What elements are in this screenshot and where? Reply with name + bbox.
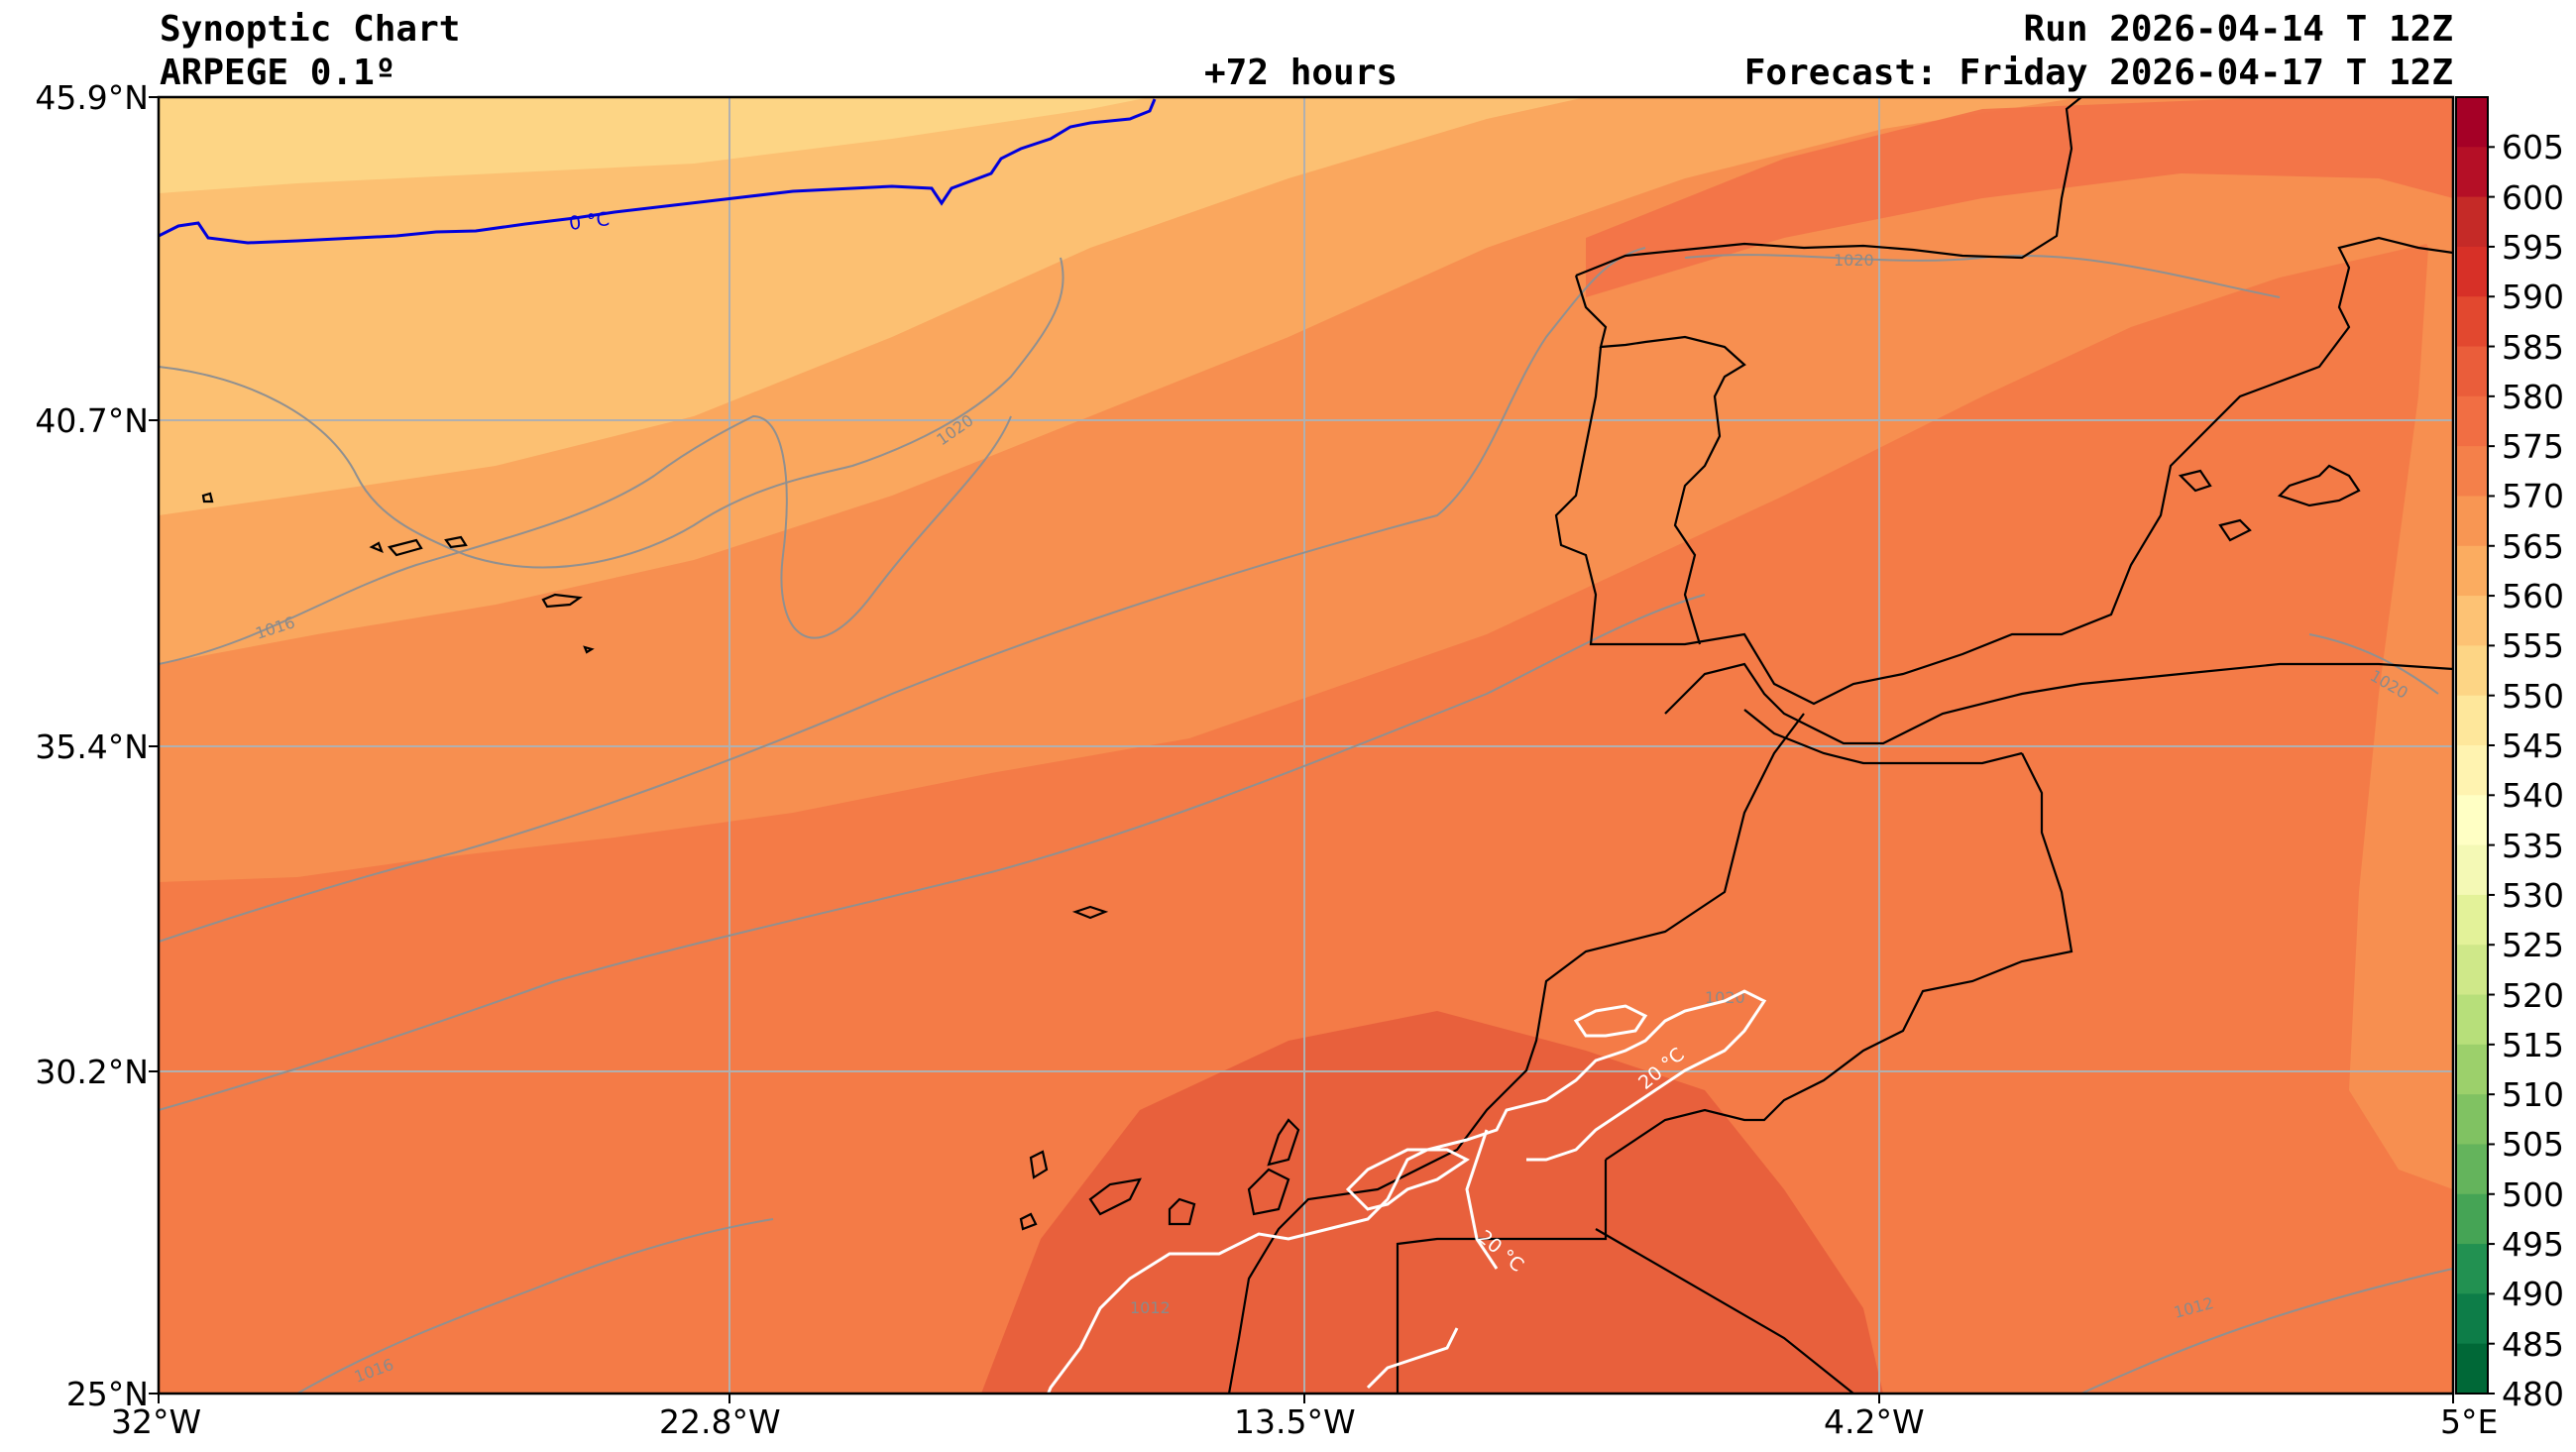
lon-label: 4.2°W <box>1824 1402 1925 1441</box>
lat-label: 25°N <box>65 1375 149 1413</box>
colorbar-label: 585 <box>2502 327 2564 367</box>
isobar-label: 1012 <box>1130 1298 1171 1317</box>
colorbar-segment <box>2456 1244 2488 1294</box>
colorbar-segment <box>2456 296 2488 348</box>
colorbar-label: 490 <box>2502 1275 2564 1314</box>
colorbar <box>2455 96 2495 1395</box>
lon-label: 32°W <box>111 1402 202 1441</box>
colorbar-segment <box>2456 1193 2488 1245</box>
colorbar-segment <box>2456 844 2488 896</box>
colorbar-segment <box>2456 645 2488 697</box>
lon-label: 5°E <box>2440 1402 2499 1441</box>
colorbar-label: 485 <box>2502 1324 2564 1364</box>
colorbar-label: 605 <box>2502 128 2564 168</box>
colorbar-segment <box>2456 1144 2488 1195</box>
colorbar-label: 530 <box>2502 875 2564 915</box>
colorbar-label: 565 <box>2502 526 2564 566</box>
colorbar-segment <box>2456 596 2488 646</box>
colorbar-segment <box>2456 246 2488 297</box>
colorbar-segment <box>2456 1094 2488 1145</box>
graticule <box>159 97 2453 1394</box>
colorbar-segment <box>2456 446 2488 497</box>
colorbar-segment <box>2456 395 2488 447</box>
colorbar-label: 595 <box>2502 227 2564 267</box>
colorbar-segment <box>2456 1293 2488 1345</box>
colorbar-label: 505 <box>2502 1125 2564 1165</box>
model-label: ARPEGE 0.1º <box>160 53 396 93</box>
colorbar-segment <box>2456 97 2488 148</box>
colorbar-label: 545 <box>2502 726 2564 765</box>
lat-label: 35.4°N <box>35 727 149 766</box>
colorbar-segment <box>2456 147 2488 198</box>
pressure-isobars <box>159 247 2453 1394</box>
isobar-label: 1020 <box>1834 251 1874 270</box>
colorbar-label: 580 <box>2502 377 2564 416</box>
colorbar-segment <box>2456 795 2488 846</box>
colorbar-label: 560 <box>2502 577 2564 616</box>
colorbar-label: 570 <box>2502 477 2564 516</box>
colorbar-label: 555 <box>2502 626 2564 666</box>
colorbar-segment <box>2456 695 2488 746</box>
colorbar-segment <box>2456 496 2488 547</box>
colorbar-label: 550 <box>2502 676 2564 716</box>
colorbar-label: 495 <box>2502 1225 2564 1265</box>
colorbar-segment <box>2456 1343 2488 1395</box>
colorbar-label: 575 <box>2502 427 2564 467</box>
lead-time-label: +72 hours <box>1204 53 1399 93</box>
colorbar-segment <box>2456 894 2488 946</box>
colorbar-label: 535 <box>2502 826 2564 865</box>
colorbar-label: 590 <box>2502 278 2564 317</box>
colorbar-label: 540 <box>2502 776 2564 816</box>
run-label: Run 2026-04-14 T 12Z <box>2023 9 2453 50</box>
freezing-level-label: 0 °C <box>568 208 611 235</box>
chart-title: Synoptic Chart <box>160 9 461 50</box>
coastlines <box>201 97 2453 1394</box>
freezing-level-line <box>159 98 1157 245</box>
colorbar-label: 525 <box>2502 926 2564 965</box>
colorbar-segment <box>2456 545 2488 597</box>
colorbar-segment <box>2456 346 2488 397</box>
colorbar-label: 515 <box>2502 1025 2564 1064</box>
colorbar-segment <box>2456 745 2488 796</box>
colorbar-segment <box>2456 994 2488 1046</box>
colorbar-label: 520 <box>2502 975 2564 1015</box>
colorbar-label: 480 <box>2502 1375 2564 1413</box>
colorbar-segment <box>2456 945 2488 996</box>
forecast-label: Forecast: Friday 2026-04-17 T 12Z <box>1743 53 2453 93</box>
lat-label: 30.2°N <box>35 1053 149 1091</box>
colorbar-segment <box>2456 196 2488 248</box>
colorbar-label: 600 <box>2502 177 2564 217</box>
lon-label: 13.5°W <box>1234 1402 1356 1441</box>
lat-label: 45.9°N <box>35 78 149 117</box>
axis-ticks <box>149 96 2454 1403</box>
temperature-isotherm-20 <box>1046 989 1767 1394</box>
colorbar-label: 500 <box>2502 1174 2564 1214</box>
colorbar-segment <box>2456 1044 2488 1095</box>
lat-label: 40.7°N <box>35 401 149 440</box>
lon-label: 22.8°W <box>659 1402 781 1441</box>
colorbar-label: 510 <box>2502 1075 2564 1115</box>
